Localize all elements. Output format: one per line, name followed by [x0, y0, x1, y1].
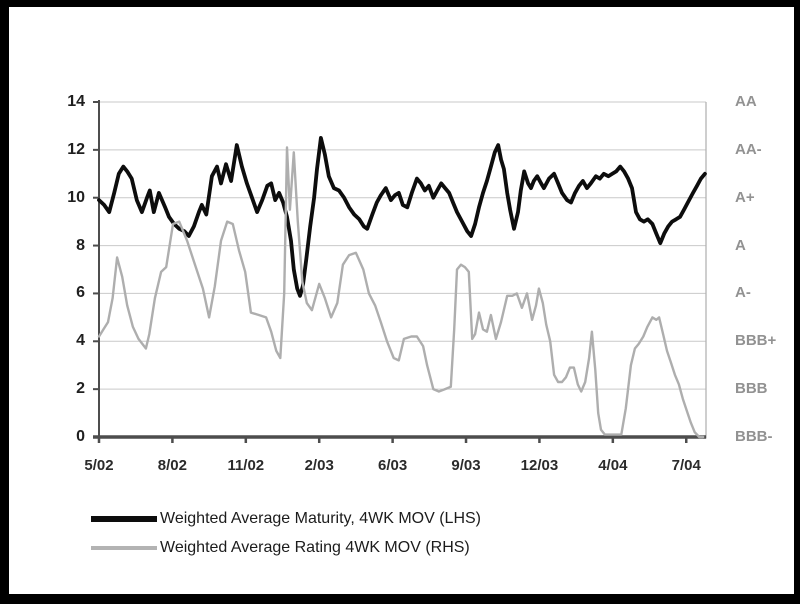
x-axis-label-4/04: 4/04: [598, 457, 628, 474]
chart-legend: Weighted Average Maturity, 4WK MOV (LHS)…: [91, 504, 481, 562]
legend-item-rating: Weighted Average Rating 4WK MOV (RHS): [91, 533, 481, 562]
x-axis-label-7/04: 7/04: [671, 457, 701, 474]
rating-line-swatch: [91, 545, 157, 550]
series-line-1: [97, 146, 705, 439]
right-axis-label-BBB-: BBB-: [735, 428, 773, 445]
y-axis-label-6: 6: [76, 284, 85, 302]
right-axis-label-A: A: [735, 236, 746, 254]
y-axis-label-2: 2: [76, 380, 85, 398]
right-axis-label-BBB+: BBB+: [735, 332, 777, 350]
legend-item-maturity: Weighted Average Maturity, 4WK MOV (LHS): [91, 504, 481, 533]
x-axis-label-9/03: 9/03: [451, 457, 481, 474]
x-axis-label-2/03: 2/03: [304, 457, 334, 474]
y-axis-label-4: 4: [76, 332, 85, 350]
x-axis-label-11/02: 11/02: [227, 457, 265, 474]
dual-axis-line-chart: 14 12 10 8 6 4 2 0 AA AA- A+ A A- BBB+ BBB BBB- 5/02 8/02…: [9, 7, 794, 594]
x-axis-label-6/03: 6/03: [378, 457, 408, 474]
y-axis-label-14: 14: [67, 93, 85, 110]
x-axis-label-5/02: 5/02: [84, 457, 114, 474]
y-axis-label-10: 10: [67, 188, 85, 206]
right-axis-label-A-: A-: [735, 284, 751, 302]
y-axis-label-12: 12: [67, 140, 85, 158]
y-axis-label-8: 8: [76, 236, 85, 254]
x-axis-label-8/02: 8/02: [157, 457, 187, 474]
x-axis-label-12/03: 12/03: [520, 457, 559, 474]
right-axis-label-AA: AA: [735, 93, 757, 110]
chart-canvas: [93, 100, 707, 443]
right-axis-label-BBB: BBB: [735, 380, 768, 398]
maturity-line-swatch: [91, 515, 157, 522]
right-axis-label-A+: A+: [735, 188, 755, 206]
y-axis-label-0: 0: [76, 428, 85, 445]
legend-label-maturity: Weighted Average Maturity, 4WK MOV (LHS): [160, 509, 482, 527]
right-axis-label-AA-: AA-: [735, 140, 762, 158]
series-line-0: [97, 135, 707, 298]
legend-label-rating: Weighted Average Rating 4WK MOV (RHS): [160, 538, 470, 556]
